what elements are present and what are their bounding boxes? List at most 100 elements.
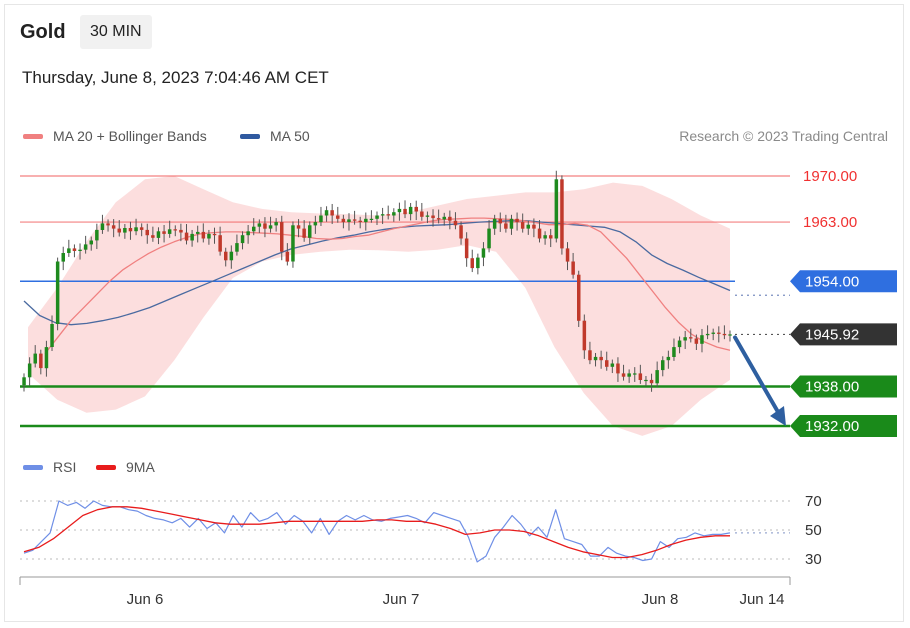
candle-up (319, 215, 323, 223)
x-tick-label: Jun 8 (642, 591, 679, 608)
candles-layer (22, 170, 732, 392)
support-price-tag-label: 1938.00 (805, 379, 859, 396)
candle-down (358, 220, 362, 222)
candle-down (162, 231, 166, 234)
candle-up (27, 363, 32, 378)
candle-up (711, 332, 715, 334)
candle-down (224, 251, 228, 261)
candle-down (151, 235, 155, 238)
candle-down (520, 222, 525, 229)
candle-down (459, 225, 463, 239)
candle-up (392, 212, 396, 216)
candle-up (666, 356, 671, 361)
legend-rsi: RSI (23, 459, 76, 475)
resistance-label: 1970.00 (803, 168, 857, 185)
candle-up (22, 377, 26, 386)
x-tick-label: Jun 14 (739, 591, 784, 608)
candle-up (89, 240, 93, 245)
copyright-notice: Research © 2023 Trading Central (679, 128, 888, 144)
candle-down (605, 360, 609, 367)
candle-down (128, 228, 133, 232)
legend-ma50-label: MA 50 (270, 128, 310, 144)
candle-up (240, 235, 245, 244)
candle-down (717, 332, 721, 334)
candle-down (111, 225, 116, 229)
candle-down (565, 248, 570, 262)
candle-down (515, 218, 519, 223)
candle-up (509, 218, 514, 229)
candle-up (543, 235, 547, 239)
candle-down (330, 210, 334, 216)
candle-up (268, 225, 273, 229)
candle-up (167, 229, 172, 234)
candle-up (324, 210, 329, 216)
candle-up (308, 225, 312, 238)
x-tick-label: Jun 7 (383, 591, 420, 608)
candle-up (487, 228, 491, 249)
candle-up (408, 206, 413, 215)
candle-up (633, 373, 637, 375)
candle-up (644, 379, 648, 382)
candle-down (504, 223, 508, 229)
candle-up (627, 373, 631, 377)
candle-down (280, 222, 284, 252)
pivot-price-tag-bg (790, 270, 897, 293)
candle-down (386, 214, 390, 216)
candle-up (123, 228, 127, 233)
candle-down (638, 373, 643, 380)
candle-up (313, 222, 318, 226)
candle-up (425, 215, 430, 217)
candle-down (537, 228, 542, 239)
projection-arrow-head (770, 406, 786, 426)
candle-up (229, 251, 234, 261)
candle-down (532, 224, 536, 229)
rsi-tick-label: 50 (805, 522, 822, 539)
candle-up (246, 231, 250, 236)
projection-layer (733, 335, 786, 426)
chart-frame (4, 4, 904, 622)
rsi-ma-swatch (96, 464, 116, 470)
chart-datetime: Thursday, June 8, 2023 7:04:46 AM CET (22, 68, 329, 87)
candle-down (212, 233, 217, 236)
candle-down (285, 251, 290, 262)
candle-up (235, 243, 239, 252)
candle-down (296, 225, 301, 229)
candle-down (302, 228, 306, 238)
candle-up (677, 340, 682, 348)
candle-down (336, 215, 340, 219)
price-levels-layer (20, 175, 790, 428)
candle-up (700, 335, 704, 344)
candle-down (263, 223, 267, 229)
candle-up (705, 333, 710, 336)
rsi-ma-line (23, 506, 730, 559)
timeframe-button[interactable]: 30 MIN (80, 15, 152, 49)
candle-down (560, 179, 564, 249)
candle-down (39, 353, 43, 369)
candle-up (207, 233, 211, 239)
candle-down (184, 232, 189, 241)
candle-down (218, 235, 222, 252)
projection-arrow-shaft (733, 335, 780, 414)
candle-up (728, 334, 732, 336)
candle-up (95, 229, 99, 241)
candle-up (78, 249, 82, 251)
candle-down (498, 218, 502, 224)
candle-up (100, 223, 105, 230)
candle-down (571, 261, 575, 275)
candle-down (436, 218, 441, 220)
candle-up (55, 261, 60, 324)
candle-down (139, 227, 144, 230)
moving-averages-layer (23, 217, 731, 355)
candle-up (33, 353, 37, 364)
candle-down (464, 238, 469, 259)
candle-up (274, 222, 278, 226)
candle-down (616, 363, 620, 374)
support-price-tag-bg (790, 375, 897, 398)
candle-up (291, 225, 295, 262)
rsi-tick-label: 70 (805, 493, 822, 510)
pivot-price-tag-label: 1954.00 (805, 273, 859, 290)
candle-up (397, 208, 402, 213)
price-tags-layer: 1970.00 1963.00 1954.00 1945.92 1938.00 1932.… (790, 168, 897, 437)
candle-up (61, 253, 65, 262)
